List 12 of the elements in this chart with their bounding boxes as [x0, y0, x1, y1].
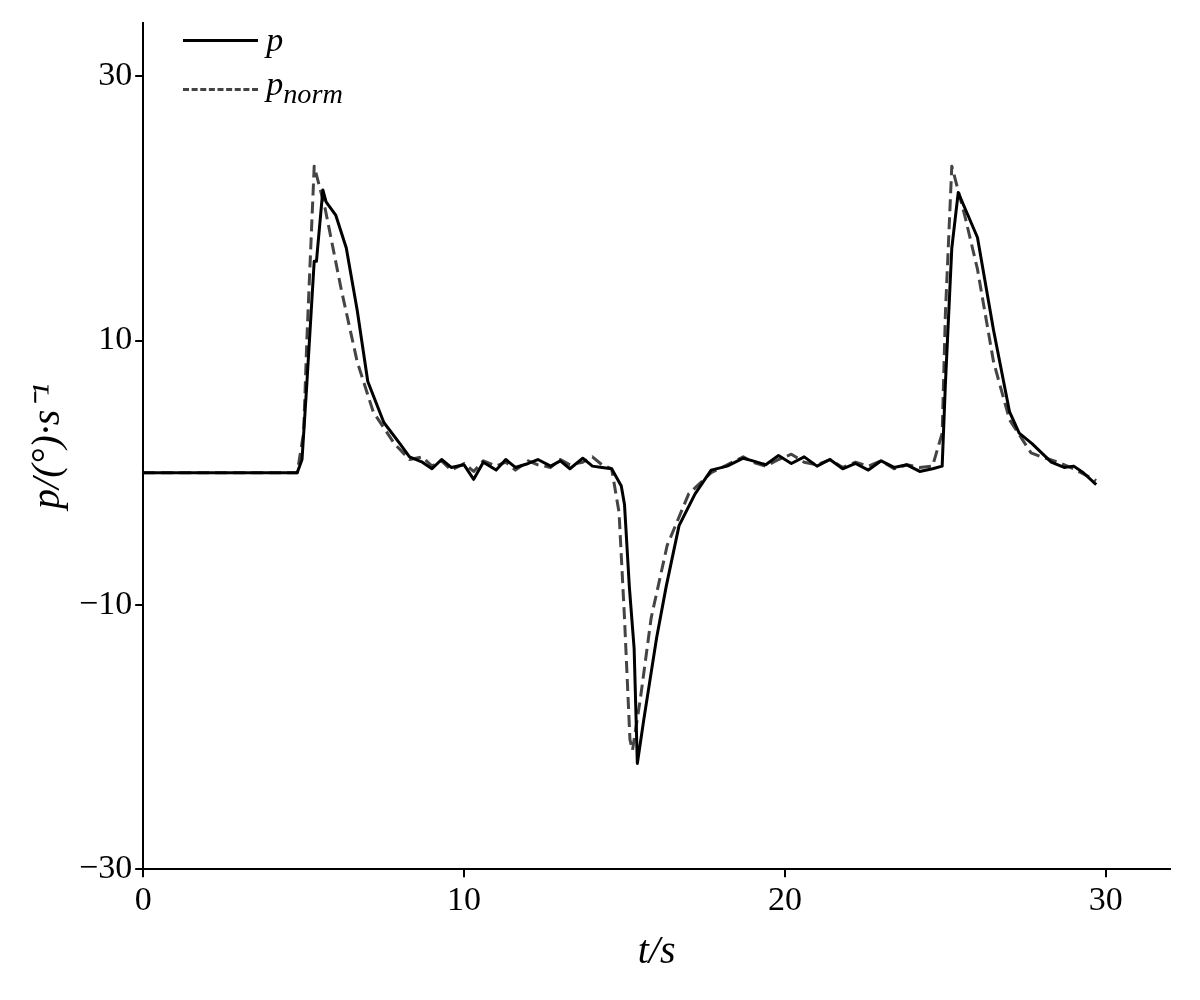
x-tick-label: 20 — [767, 879, 802, 917]
legend-label: p — [266, 20, 284, 61]
x-tick-label: 10 — [447, 879, 482, 917]
y-tick-label: −10 — [78, 583, 133, 621]
x-tick-label: 0 — [134, 879, 152, 917]
y-tick-label: −30 — [78, 848, 133, 886]
y-tick-label: 10 — [98, 319, 133, 357]
y-tick-label: 30 — [98, 55, 133, 93]
x-axis-title: t/s — [637, 926, 676, 972]
y-axis-title: p/(°)·s⁻¹ — [22, 383, 68, 512]
x-tick-label: 30 — [1088, 879, 1123, 917]
legend-label: p$_{norm}$ — [266, 64, 343, 112]
